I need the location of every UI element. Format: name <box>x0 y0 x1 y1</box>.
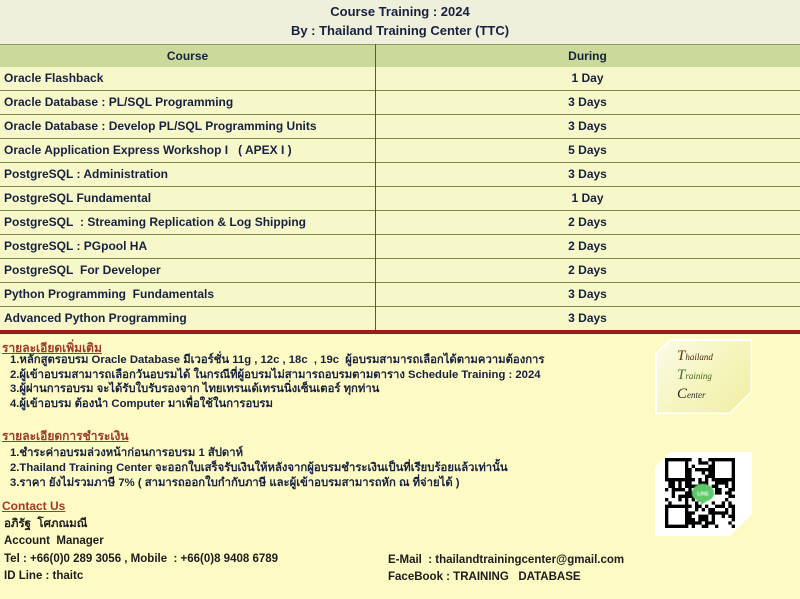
svg-text:LINE: LINE <box>697 491 709 497</box>
